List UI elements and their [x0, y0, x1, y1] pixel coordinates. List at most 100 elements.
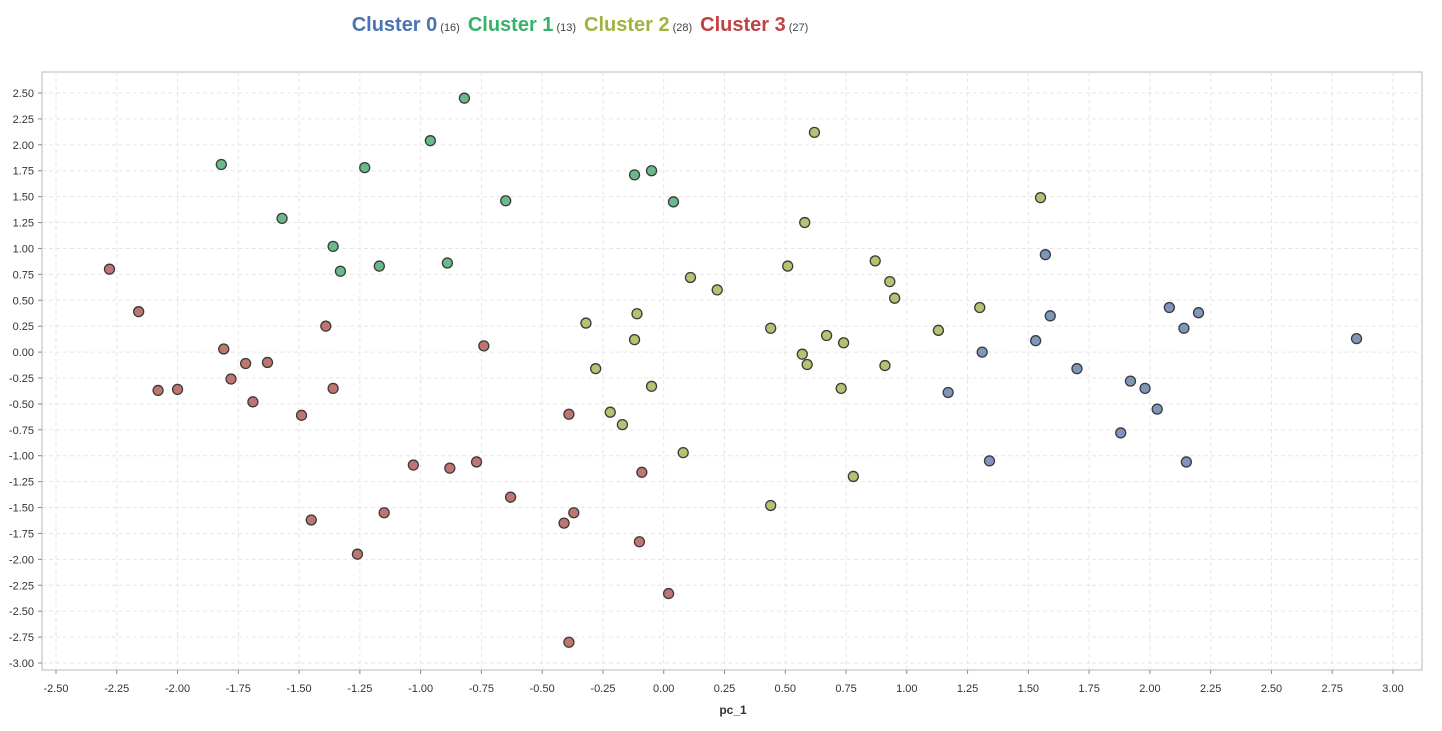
point-cluster-2[interactable]	[889, 292, 901, 304]
point-cluster-3[interactable]	[504, 491, 517, 503]
point-cluster-3[interactable]	[133, 306, 145, 318]
point-cluster-3[interactable]	[563, 408, 575, 420]
point-cluster-3[interactable]	[351, 548, 364, 560]
point-cluster-2[interactable]	[711, 284, 723, 296]
point-cluster-2[interactable]	[645, 380, 658, 392]
point-cluster-3[interactable]	[261, 356, 274, 369]
point-cluster-2[interactable]	[684, 271, 697, 284]
point-cluster-0[interactable]	[1350, 332, 1363, 345]
point-cluster-0[interactable]	[1163, 301, 1176, 314]
point-cluster-1[interactable]	[628, 169, 641, 181]
x-tick-label: 1.50	[1018, 683, 1039, 695]
point-cluster-2[interactable]	[820, 329, 833, 342]
point-cluster-2[interactable]	[631, 308, 643, 320]
point-cluster-0[interactable]	[1178, 322, 1190, 334]
point-cluster-1[interactable]	[645, 165, 658, 177]
x-tick-label: 2.75	[1322, 683, 1343, 695]
point-cluster-3[interactable]	[320, 320, 332, 332]
y-tick-label: -1.00	[9, 451, 34, 463]
point-cluster-1[interactable]	[215, 158, 227, 171]
point-cluster-2[interactable]	[799, 216, 811, 229]
point-cluster-0[interactable]	[1115, 427, 1127, 439]
point-cluster-3[interactable]	[636, 466, 648, 478]
point-cluster-3[interactable]	[478, 340, 490, 352]
point-cluster-2[interactable]	[590, 363, 602, 375]
x-tick-label: -1.50	[287, 683, 312, 695]
y-tick-label: 1.00	[13, 243, 34, 255]
point-cluster-3[interactable]	[633, 536, 646, 548]
point-cluster-3[interactable]	[171, 383, 184, 396]
point-cluster-2[interactable]	[835, 382, 847, 395]
point-cluster-2[interactable]	[879, 359, 891, 372]
point-cluster-3[interactable]	[305, 514, 317, 526]
point-cluster-2[interactable]	[884, 275, 896, 288]
point-cluster-0[interactable]	[1180, 456, 1193, 468]
point-cluster-3[interactable]	[378, 507, 390, 519]
chart-legend: Cluster 0 (16) Cluster 1 (13) Cluster 2 (28) C…	[0, 14, 1160, 37]
y-tick-label: 0.50	[13, 295, 34, 307]
point-cluster-0[interactable]	[1039, 249, 1052, 261]
point-cluster-2[interactable]	[765, 322, 777, 334]
point-cluster-1[interactable]	[276, 212, 288, 225]
point-cluster-3[interactable]	[218, 343, 230, 355]
point-cluster-1[interactable]	[334, 265, 347, 277]
point-cluster-0[interactable]	[1044, 310, 1056, 322]
point-cluster-1[interactable]	[441, 257, 454, 269]
point-cluster-1[interactable]	[667, 196, 680, 208]
x-tick-label: -0.75	[469, 683, 494, 695]
y-tick-label: 1.75	[13, 166, 34, 178]
point-cluster-1[interactable]	[373, 260, 385, 272]
point-cluster-3[interactable]	[444, 462, 456, 474]
point-cluster-0[interactable]	[1124, 375, 1137, 387]
point-cluster-3[interactable]	[563, 636, 575, 648]
point-cluster-0[interactable]	[976, 346, 988, 358]
point-cluster-1[interactable]	[359, 161, 371, 174]
point-cluster-2[interactable]	[796, 348, 808, 360]
point-cluster-2[interactable]	[765, 499, 777, 512]
point-cluster-2[interactable]	[677, 446, 689, 459]
point-cluster-0[interactable]	[1151, 403, 1163, 415]
y-tick-label: 2.50	[13, 88, 34, 100]
point-cluster-2[interactable]	[580, 317, 592, 329]
grid-lines	[42, 72, 1422, 670]
point-cluster-2[interactable]	[974, 301, 986, 314]
point-cluster-2[interactable]	[837, 337, 850, 349]
point-cluster-2[interactable]	[782, 260, 794, 272]
point-cluster-3[interactable]	[662, 587, 675, 600]
point-cluster-0[interactable]	[1139, 382, 1151, 395]
point-cluster-0[interactable]	[983, 455, 996, 467]
point-cluster-0[interactable]	[1030, 335, 1042, 347]
point-cluster-3[interactable]	[247, 396, 259, 408]
point-cluster-1[interactable]	[500, 195, 512, 207]
point-cluster-3[interactable]	[103, 263, 116, 275]
point-cluster-2[interactable]	[808, 126, 821, 139]
point-cluster-3[interactable]	[327, 382, 339, 395]
point-cluster-1[interactable]	[424, 135, 437, 147]
point-cluster-2[interactable]	[1034, 192, 1047, 204]
point-cluster-2[interactable]	[616, 418, 629, 431]
x-tick-label: 0.00	[653, 683, 674, 695]
point-cluster-2[interactable]	[847, 470, 859, 483]
legend-count: (28)	[672, 22, 693, 34]
point-cluster-3[interactable]	[558, 517, 570, 529]
point-cluster-2[interactable]	[869, 255, 881, 267]
point-cluster-3[interactable]	[295, 409, 308, 421]
point-cluster-2[interactable]	[604, 406, 616, 418]
point-cluster-3[interactable]	[152, 384, 164, 397]
point-cluster-0[interactable]	[1071, 363, 1083, 375]
point-cluster-3[interactable]	[239, 357, 252, 370]
point-cluster-2[interactable]	[932, 324, 945, 336]
point-cluster-0[interactable]	[942, 386, 954, 399]
point-cluster-3[interactable]	[470, 456, 483, 468]
point-cluster-3[interactable]	[407, 459, 419, 471]
point-cluster-0[interactable]	[1192, 307, 1205, 319]
legend-count: (13)	[556, 22, 576, 34]
point-cluster-2[interactable]	[801, 358, 813, 371]
point-cluster-1[interactable]	[327, 240, 339, 253]
point-cluster-3[interactable]	[225, 373, 237, 385]
point-cluster-3[interactable]	[568, 507, 580, 519]
legend-item-cluster-0: Cluster 0 (16)	[352, 14, 460, 37]
point-cluster-1[interactable]	[458, 92, 471, 104]
y-tick-label: -0.50	[9, 399, 34, 411]
point-cluster-2[interactable]	[628, 334, 641, 346]
